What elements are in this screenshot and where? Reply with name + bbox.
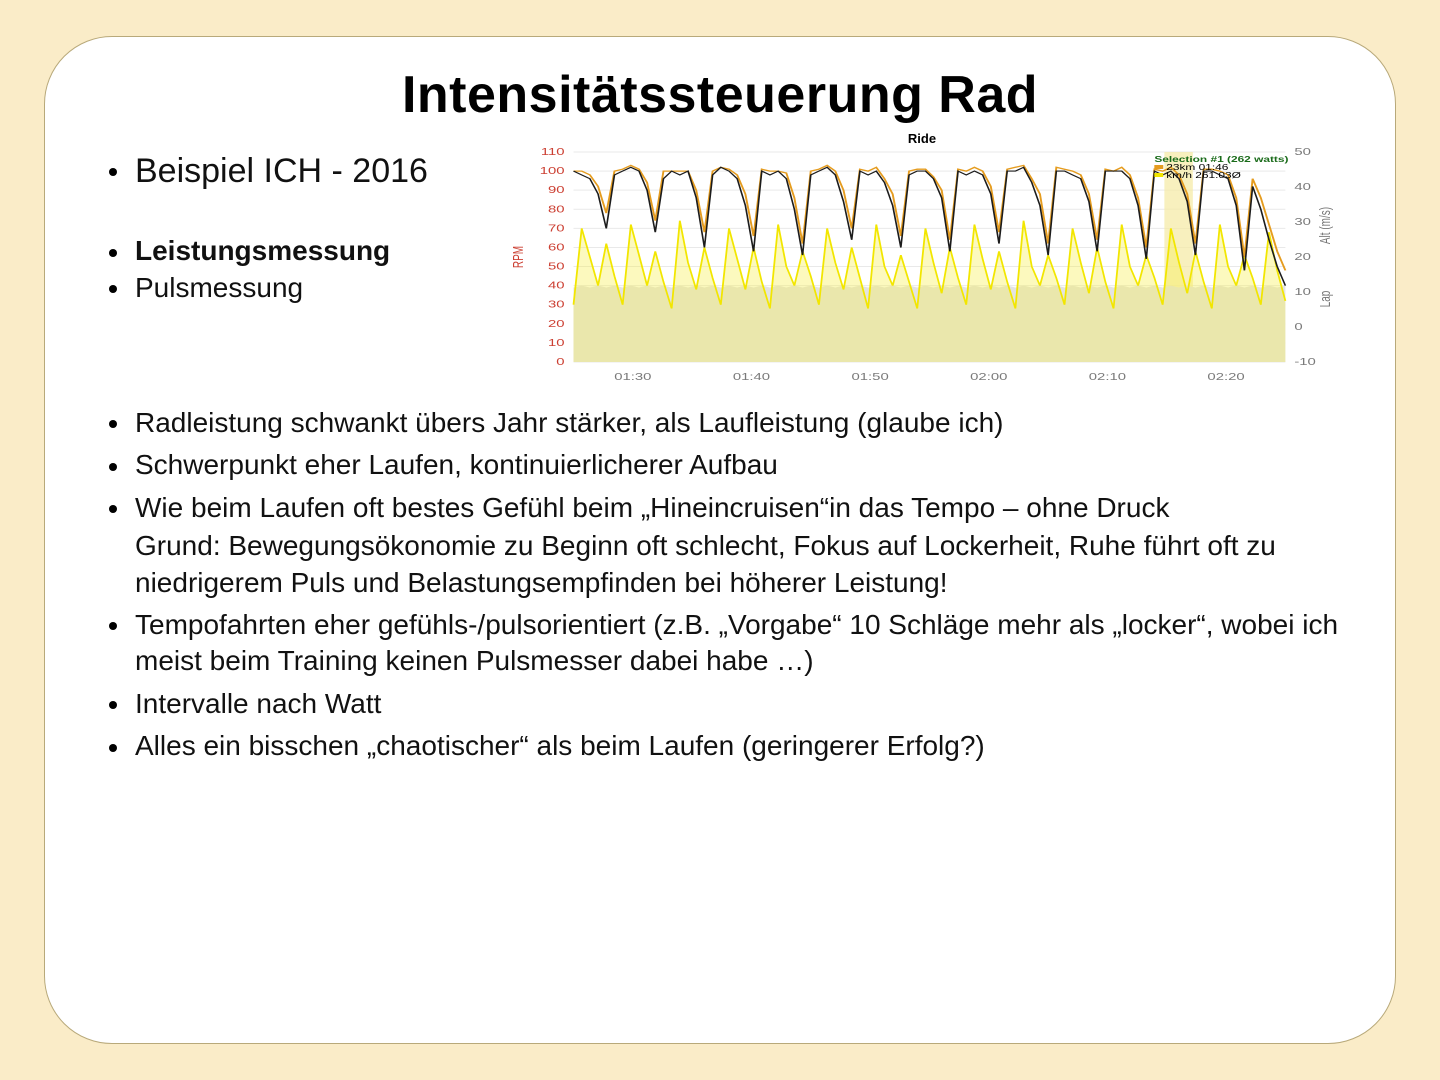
svg-text:01:50: 01:50 xyxy=(852,371,889,382)
svg-text:02:10: 02:10 xyxy=(1089,371,1126,382)
svg-text:20: 20 xyxy=(1294,251,1311,262)
bullet-2-main: Wie beim Laufen oft bestes Gefühl beim „… xyxy=(135,492,1169,523)
svg-text:100: 100 xyxy=(540,165,565,176)
svg-text:50: 50 xyxy=(1294,146,1311,157)
ride-chart: Ride 0 10 20 30 40 50 60 70 80 90 100 110 RPM -10 0 10 2… xyxy=(505,131,1339,391)
svg-text:40: 40 xyxy=(1294,181,1311,192)
svg-text:-10: -10 xyxy=(1294,356,1316,367)
bullet-5: Alles ein bisschen „chaotischer“ als bei… xyxy=(101,728,1339,764)
top-row: Beispiel ICH - 2016 Leistungsmessung Pul… xyxy=(101,149,1339,391)
svg-text:10: 10 xyxy=(548,337,565,348)
slide-frame: Intensitätssteuerung Rad Beispiel ICH - … xyxy=(44,36,1396,1044)
bullet-3: Tempofahrten eher gefühls-/pulsorientier… xyxy=(101,607,1339,680)
svg-text:30: 30 xyxy=(548,299,565,310)
chart-title: Ride xyxy=(505,131,1339,146)
svg-text:60: 60 xyxy=(548,242,565,253)
ride-chart-svg: 0 10 20 30 40 50 60 70 80 90 100 110 RPM -10 0 10 20 30 40… xyxy=(505,146,1339,386)
svg-text:70: 70 xyxy=(548,223,565,234)
bullet-2: Wie beim Laufen oft bestes Gefühl beim „… xyxy=(101,490,1339,601)
svg-text:10: 10 xyxy=(1294,286,1311,297)
svg-text:Alt (m/s): Alt (m/s) xyxy=(1317,207,1333,244)
page-title: Intensitätssteuerung Rad xyxy=(101,65,1339,125)
svg-text:50: 50 xyxy=(548,261,565,272)
svg-text:30: 30 xyxy=(1294,216,1311,227)
svg-text:90: 90 xyxy=(548,185,565,196)
svg-text:40: 40 xyxy=(548,280,565,291)
svg-text:Lap: Lap xyxy=(1317,291,1333,308)
bullet-2-sub: Grund: Bewegungsökonomie zu Beginn oft s… xyxy=(135,528,1339,601)
main-list: Radleistung schwankt übers Jahr stärker,… xyxy=(101,405,1339,765)
bullet-pulse: Pulsmessung xyxy=(101,270,481,306)
bullet-0: Radleistung schwankt übers Jahr stärker,… xyxy=(101,405,1339,441)
svg-text:02:00: 02:00 xyxy=(970,371,1007,382)
svg-text:01:30: 01:30 xyxy=(614,371,651,382)
top-list: Beispiel ICH - 2016 Leistungsmessung Pul… xyxy=(101,149,481,306)
svg-text:20: 20 xyxy=(548,318,565,329)
top-text: Beispiel ICH - 2016 Leistungsmessung Pul… xyxy=(101,149,481,306)
svg-text:80: 80 xyxy=(548,204,565,215)
svg-text:km/h 261.03Ø: km/h 261.03Ø xyxy=(1166,172,1241,181)
svg-text:0: 0 xyxy=(1294,321,1302,332)
svg-text:0: 0 xyxy=(556,356,564,367)
bullet-1: Schwerpunkt eher Laufen, kontinuierliche… xyxy=(101,447,1339,483)
bullet-example: Beispiel ICH - 2016 xyxy=(101,149,481,193)
svg-text:02:20: 02:20 xyxy=(1207,371,1244,382)
bullet-4: Intervalle nach Watt xyxy=(101,686,1339,722)
svg-text:RPM: RPM xyxy=(510,246,526,268)
svg-text:110: 110 xyxy=(541,146,565,157)
svg-text:01:40: 01:40 xyxy=(733,371,770,382)
bullet-power: Leistungsmessung xyxy=(101,233,481,269)
